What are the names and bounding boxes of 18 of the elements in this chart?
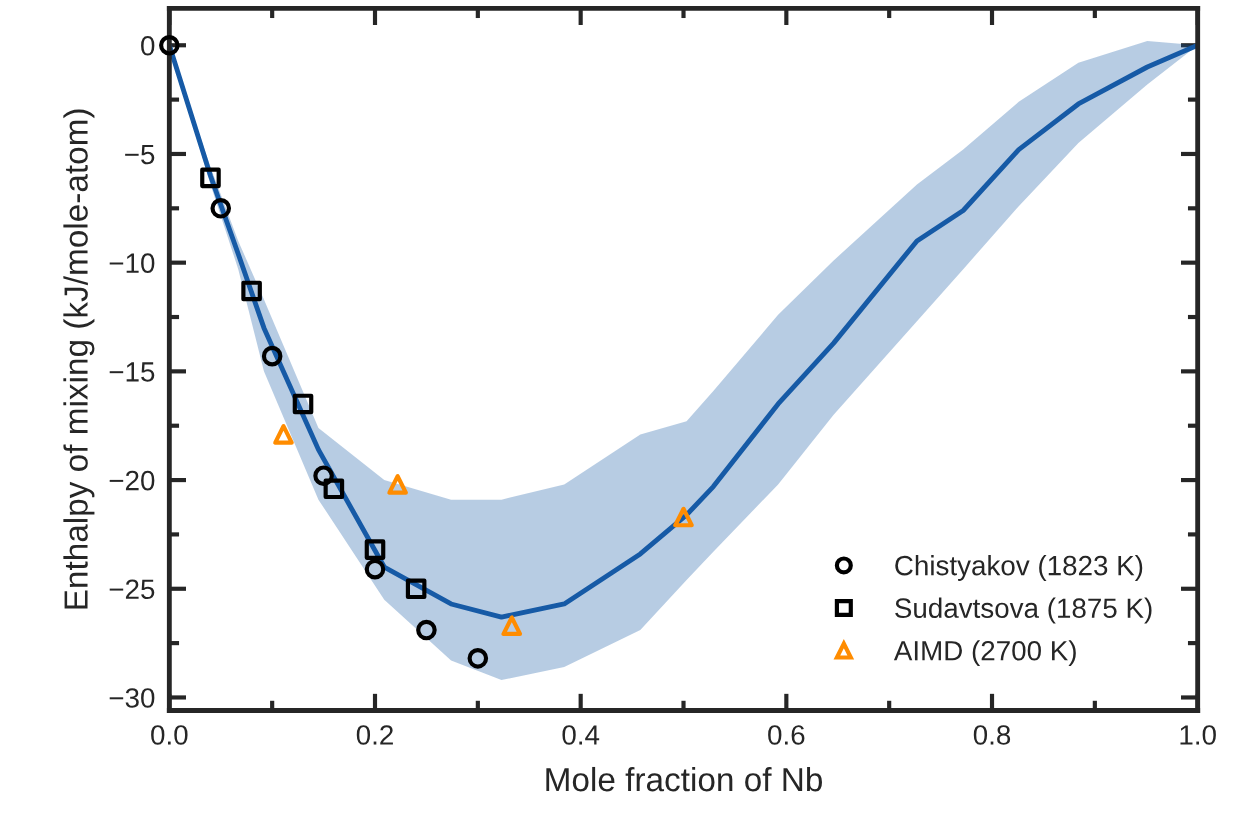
- legend-label: Chistyakov (1823 K): [895, 555, 1143, 581]
- x-tick-label: 0.0: [151, 725, 188, 745]
- y-tick-label: −15: [109, 362, 155, 382]
- y-tick-label: −30: [109, 688, 155, 708]
- x-tick-label: 0.8: [973, 725, 1011, 745]
- legend-label: Sudavtsova (1875 K): [895, 597, 1152, 624]
- y-axis-title: Enthalpy of mixing (kJ/mole-atom): [63, 109, 95, 609]
- x-axis-title: Mole fraction of Nb: [546, 766, 822, 792]
- y-tick-label: 0: [141, 35, 155, 56]
- y-tick-label: −25: [109, 579, 155, 600]
- x-tick-label: 0.4: [562, 725, 600, 745]
- legend-label: AIMD (2700 K): [893, 640, 1076, 667]
- x-tick-label: 0.2: [356, 725, 393, 745]
- y-tick-label: −20: [109, 470, 155, 491]
- x-tick-label: 1.0: [1180, 725, 1216, 745]
- y-tick-label: −10: [109, 253, 155, 273]
- y-tick-label: −5: [125, 144, 155, 165]
- x-tick-label: 0.6: [768, 725, 805, 745]
